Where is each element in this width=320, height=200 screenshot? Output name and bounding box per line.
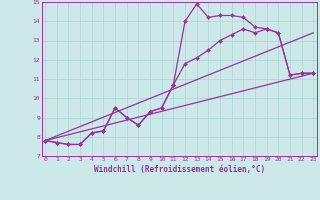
X-axis label: Windchill (Refroidissement éolien,°C): Windchill (Refroidissement éolien,°C) bbox=[94, 165, 265, 174]
